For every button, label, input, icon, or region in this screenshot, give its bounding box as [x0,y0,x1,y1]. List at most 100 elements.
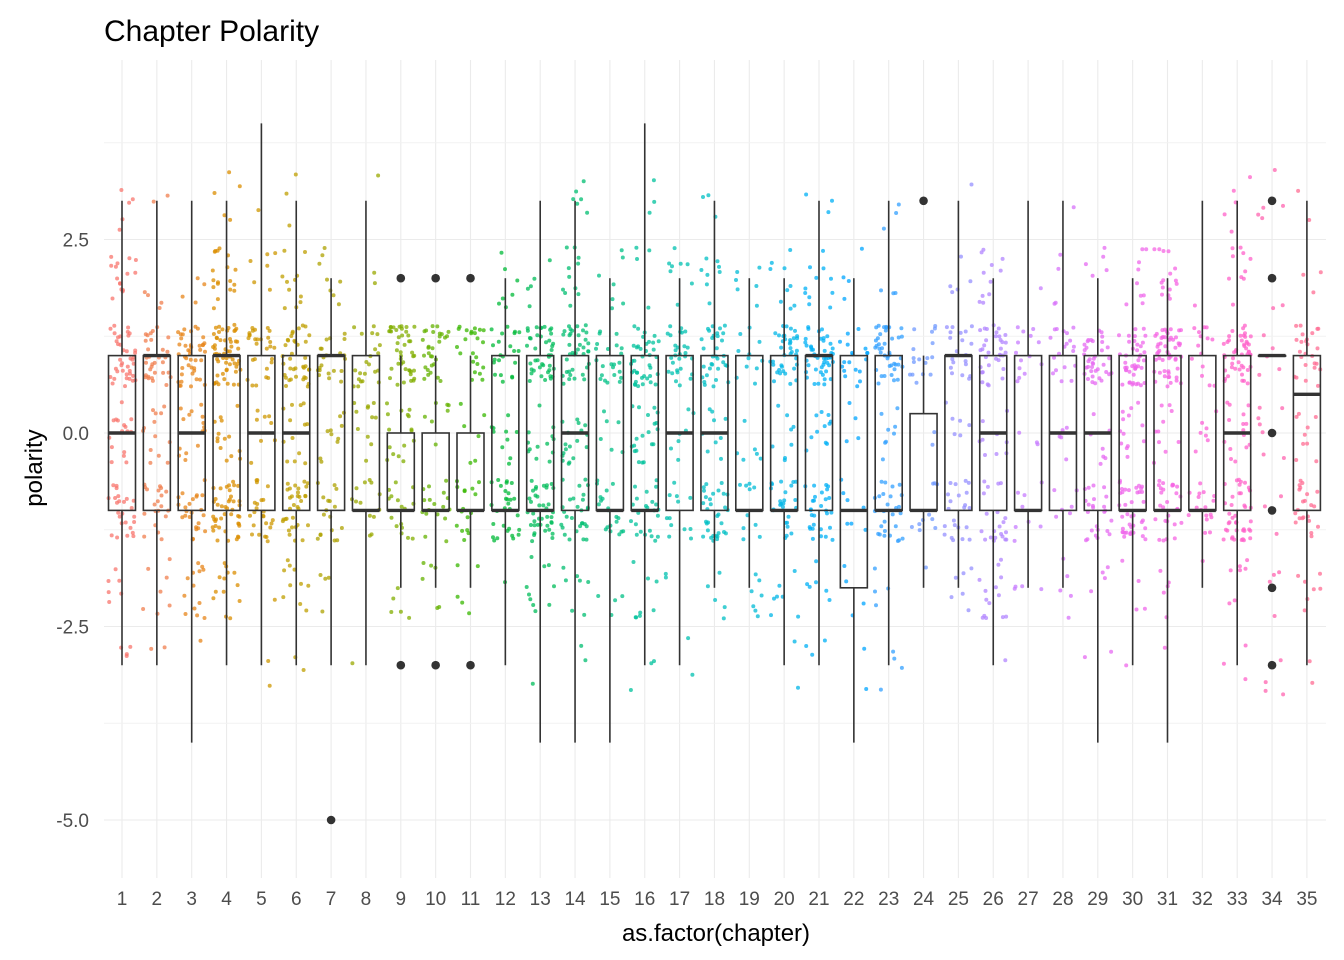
data-point [617,379,622,384]
data-point [571,197,576,202]
x-tick-label: 17 [669,889,690,910]
data-point [1139,486,1144,491]
data-point [1165,384,1170,389]
data-point [932,326,937,331]
data-point [655,513,660,518]
data-point [980,380,985,385]
data-point [980,293,985,298]
data-point [981,300,986,305]
data-point [779,345,784,350]
data-point [1134,365,1138,370]
data-point [223,505,228,509]
data-point [1193,449,1198,454]
data-point [564,514,569,519]
data-point [845,521,850,526]
data-point [375,332,380,337]
data-point [581,345,586,350]
data-point [1157,440,1161,445]
data-point [1207,383,1212,388]
data-point [1166,249,1171,254]
data-point [642,374,647,379]
data-point [124,349,129,354]
data-point [354,486,359,491]
data-point [298,403,303,408]
data-point [225,381,230,386]
data-point [653,382,658,387]
data-point [1003,658,1008,663]
data-point [1100,334,1105,339]
data-point [532,523,537,528]
data-point [500,379,505,384]
data-point [335,439,340,444]
data-point [984,338,989,343]
data-point [932,430,937,435]
data-point [892,378,896,383]
boxplot-chapter-13 [525,200,555,743]
data-point [292,459,297,464]
data-point [620,594,625,599]
data-point [1243,643,1248,648]
data-point [1126,413,1131,418]
data-point [150,329,155,333]
data-point [127,376,132,381]
data-point [1141,499,1146,504]
data-point [367,513,372,518]
data-point [504,496,508,501]
data-point [654,579,659,584]
data-point [1209,515,1214,520]
data-point [1143,526,1148,531]
data-point [676,457,681,462]
data-point [326,498,331,503]
data-point [1071,349,1076,353]
data-point [504,480,509,485]
data-point [1091,505,1096,510]
data-point [822,360,827,365]
data-point [111,483,116,488]
data-point [1000,615,1005,620]
data-point [431,330,436,334]
data-point [969,341,974,346]
data-point [861,505,866,510]
data-point [1090,365,1094,369]
data-point [606,347,610,351]
data-point [182,327,187,332]
box [1292,354,1322,512]
data-point [584,330,589,335]
data-point [654,484,659,489]
data-point [227,434,232,439]
data-point [826,413,831,417]
data-point [1161,538,1166,543]
data-point [741,457,746,462]
data-point [814,413,819,418]
data-point [1136,358,1141,363]
data-point [1052,355,1056,360]
data-point [999,557,1003,562]
data-point [198,377,202,382]
data-point [710,409,715,414]
data-point [900,536,905,541]
data-point [318,573,323,577]
data-point [562,532,567,537]
data-point [498,373,503,378]
data-point [547,602,552,607]
data-point [506,491,511,496]
data-point [462,424,467,429]
data-point [358,371,363,376]
data-point [287,532,292,537]
outlier-point [1267,273,1277,283]
data-point [213,497,218,501]
data-point [1230,515,1235,520]
boxplot-chapter-26 [978,278,1008,666]
data-point [525,343,529,348]
data-point [194,525,199,530]
data-point [571,456,576,461]
data-point [200,343,205,348]
data-point [594,346,598,351]
data-point [708,497,712,502]
data-point [583,423,588,428]
data-point [188,357,193,362]
data-point [285,279,289,284]
data-point [741,526,746,531]
data-point [146,374,151,379]
data-point [1069,378,1074,383]
